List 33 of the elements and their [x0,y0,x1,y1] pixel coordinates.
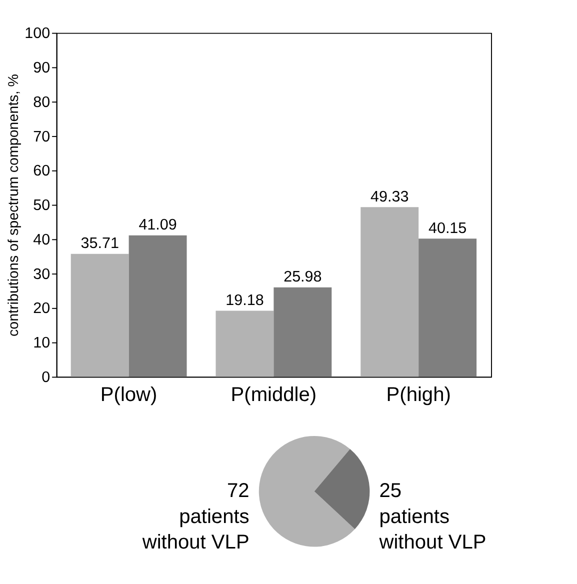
y-tick-label: 60 [33,162,50,180]
data-label: 49.33 [370,188,409,206]
x-tick-label: P(high) [386,384,451,406]
data-label: 35.71 [80,235,119,252]
y-tick-label: 0 [42,368,50,386]
y-tick-label: 20 [33,300,50,318]
bar [274,287,332,377]
x-tick-label: P(middle) [230,384,317,406]
data-label: 40.15 [428,220,467,237]
data-label: 19.18 [226,292,264,310]
y-tick-label: 80 [33,94,50,111]
pie-slice [314,449,370,530]
bar [216,310,274,377]
slice-label: patients without VLP [141,506,250,554]
bar [128,235,187,377]
y-axis-title: contributions of spectrum components, % [6,74,22,337]
data-label: 41.09 [138,216,177,234]
bar [70,254,129,377]
y-tick-label: 10 [33,334,50,352]
data-label: 72 [227,480,250,502]
data-label: 25 [379,480,402,502]
bar [418,238,477,377]
y-tick-label: 30 [33,266,50,283]
y-tick-label: 40 [33,231,50,248]
x-tick-label: P(low) [100,384,158,406]
y-tick-label: 50 [33,197,50,214]
slice-label: patients without VLP [378,506,486,554]
data-label: 25.98 [284,268,322,286]
y-tick-label: 90 [33,59,50,76]
bar [360,207,419,377]
pie-slice [258,436,355,547]
y-tick-label: 100 [24,25,50,42]
y-tick-label: 70 [33,128,50,146]
